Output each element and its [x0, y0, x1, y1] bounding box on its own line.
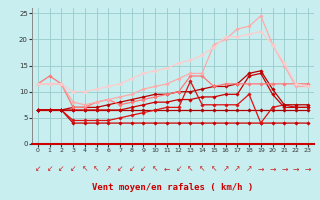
- Text: ↙: ↙: [58, 164, 65, 173]
- Text: ↗: ↗: [234, 164, 241, 173]
- Text: ↖: ↖: [152, 164, 158, 173]
- Text: ↙: ↙: [70, 164, 76, 173]
- Text: ↖: ↖: [187, 164, 194, 173]
- Text: →: →: [281, 164, 287, 173]
- Text: ↖: ↖: [211, 164, 217, 173]
- Text: ↙: ↙: [117, 164, 123, 173]
- Text: ↖: ↖: [93, 164, 100, 173]
- Text: ↗: ↗: [222, 164, 229, 173]
- Text: ↙: ↙: [175, 164, 182, 173]
- Text: ↗: ↗: [246, 164, 252, 173]
- Text: ↙: ↙: [140, 164, 147, 173]
- Text: ←: ←: [164, 164, 170, 173]
- Text: →: →: [269, 164, 276, 173]
- Text: →: →: [258, 164, 264, 173]
- Text: Vent moyen/en rafales ( km/h ): Vent moyen/en rafales ( km/h ): [92, 183, 253, 192]
- Text: ↖: ↖: [199, 164, 205, 173]
- Text: ↙: ↙: [129, 164, 135, 173]
- Text: →: →: [293, 164, 299, 173]
- Text: ↙: ↙: [35, 164, 41, 173]
- Text: →: →: [305, 164, 311, 173]
- Text: ↙: ↙: [46, 164, 53, 173]
- Text: ↗: ↗: [105, 164, 111, 173]
- Text: ↖: ↖: [82, 164, 88, 173]
